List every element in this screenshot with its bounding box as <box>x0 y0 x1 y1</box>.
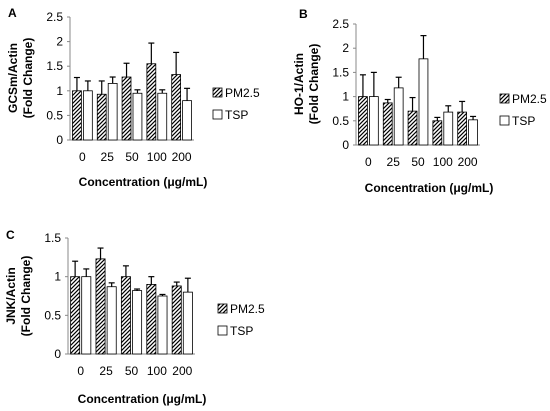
panel-letter: B <box>299 7 308 21</box>
y-tick-label: 0.5 <box>46 108 63 122</box>
y-axis-label-line-2: (Fold Change) <box>19 256 33 337</box>
bar-tsp-200 <box>182 291 193 355</box>
y-tick-label: 0 <box>342 138 349 152</box>
bar-pm25-25 <box>96 93 107 141</box>
panel-b: B 0 0.5 1 1.5 2 2.5 0 25 50 100 200 HO-1/Actin(Fold … <box>292 7 547 195</box>
y-tick-label: 0.5 <box>332 114 349 128</box>
y-tick-label: 2.5 <box>332 17 349 31</box>
bar-pm25-0 <box>72 90 82 141</box>
bar-tsp-25 <box>107 83 118 141</box>
legend-swatch-tsp <box>499 115 510 126</box>
bar-tsp-25 <box>106 286 117 355</box>
legend-swatch-pm25 <box>499 93 510 104</box>
bar-tsp-200 <box>468 119 478 146</box>
bar-pm25-200 <box>171 74 181 141</box>
x-tick-label: 100 <box>147 364 167 378</box>
bar-tsp-200 <box>182 100 192 141</box>
x-axis-label: Concentration (μg/mL) <box>365 181 494 195</box>
y-axis-label-line-1: GCSm/Actin <box>6 43 20 113</box>
x-tick-label: 25 <box>99 364 113 378</box>
panel-a: A 0 0.5 1 1.5 2 2.5 0 25 50 100 200 GCSm/Actin(Fold … <box>6 6 260 189</box>
y-axis-label-line-2: (Fold Change) <box>307 44 321 125</box>
y-tick-label: 1 <box>56 84 63 98</box>
legend-label-tsp: TSP <box>512 114 535 128</box>
bar-tsp-50 <box>132 92 143 141</box>
bar-pm25-50 <box>407 110 418 146</box>
legend-label-tsp: TSP <box>230 324 253 338</box>
x-tick-label: 200 <box>172 150 192 164</box>
y-tick-label: 2 <box>342 41 349 55</box>
legend-swatch-pm25 <box>217 303 228 314</box>
bar-pm25-25 <box>95 258 106 355</box>
y-tick-label: 0.5 <box>44 308 61 322</box>
x-tick-label: 25 <box>387 155 401 169</box>
bar-pm25-0 <box>358 96 368 146</box>
y-tick-label: 1.5 <box>332 65 349 79</box>
y-axis-label: HO-1/Actin(Fold Change) <box>292 44 321 125</box>
legend-label-pm25: PM2.5 <box>225 86 260 100</box>
bar-tsp-0 <box>368 96 379 146</box>
bar-pm25-50 <box>121 76 132 141</box>
bar-pm25-50 <box>120 276 131 355</box>
panel-letter: A <box>8 6 17 20</box>
x-tick-label: 0 <box>77 364 84 378</box>
x-tick-label: 200 <box>172 364 192 378</box>
bar-tsp-0 <box>81 276 92 355</box>
y-tick-label: 1 <box>54 270 61 284</box>
y-axis-label: GCSm/Actin(Fold Change) <box>6 38 35 119</box>
y-tick-label: 1.5 <box>46 59 63 73</box>
y-tick-label: 2.5 <box>46 10 63 24</box>
panel-c: C 0 0.5 1 1.5 0 25 50 100 200 JNK/Actin(Fold Chang… <box>4 228 265 406</box>
x-tick-label: 50 <box>125 150 139 164</box>
y-tick-label: 1.5 <box>44 231 61 245</box>
bar-tsp-25 <box>393 87 404 146</box>
y-axis-label-line-2: (Fold Change) <box>21 38 35 119</box>
legend-swatch-pm25 <box>212 87 223 98</box>
x-tick-label: 100 <box>433 155 453 169</box>
bar-pm25-100 <box>432 120 443 146</box>
x-axis-label: Concentration (μg/mL) <box>79 175 208 189</box>
bar-pm25-200 <box>171 285 182 355</box>
legend-swatch-tsp <box>212 109 223 120</box>
x-tick-label: 100 <box>147 150 167 164</box>
legend-label-pm25: PM2.5 <box>512 92 547 106</box>
x-tick-label: 50 <box>411 155 425 169</box>
bar-tsp-100 <box>443 111 454 146</box>
x-tick-label: 25 <box>101 150 115 164</box>
y-axis-label-line-1: HO-1/Actin <box>292 53 306 115</box>
bar-pm25-100 <box>146 283 157 355</box>
bar-tsp-100 <box>157 92 168 141</box>
bar-pm25-100 <box>146 63 157 141</box>
panel-letter: C <box>6 228 15 242</box>
x-tick-label: 200 <box>458 155 478 169</box>
y-axis-label: JNK/Actin(Fold Change) <box>4 256 33 337</box>
y-tick-label: 2 <box>56 35 63 49</box>
bar-pm25-0 <box>70 276 81 355</box>
bar-pm25-25 <box>382 102 393 146</box>
bar-tsp-0 <box>83 90 93 141</box>
y-tick-label: 0 <box>56 133 63 147</box>
x-tick-label: 50 <box>125 364 139 378</box>
legend-label-pm25: PM2.5 <box>230 302 265 316</box>
legend-swatch-tsp <box>217 325 228 336</box>
bar-tsp-100 <box>157 295 168 355</box>
legend-label-tsp: TSP <box>225 108 248 122</box>
y-axis-label-line-1: JNK/Actin <box>4 267 18 324</box>
x-tick-label: 0 <box>365 155 372 169</box>
y-tick-label: 1 <box>342 90 349 104</box>
bar-tsp-50 <box>418 58 429 146</box>
x-axis-label: Concentration (μg/mL) <box>78 392 207 406</box>
bar-pm25-200 <box>457 111 467 146</box>
y-tick-label: 0 <box>54 347 61 361</box>
bar-tsp-50 <box>132 290 143 355</box>
x-tick-label: 0 <box>79 150 86 164</box>
